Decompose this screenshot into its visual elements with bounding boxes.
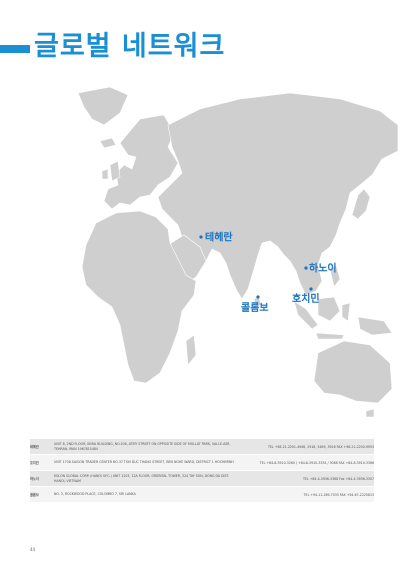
world-map: 테헤란 하노이 콜롬보 호치민 [77,86,399,418]
office-name: 테헤란 [30,439,54,455]
marker-colombo [256,295,260,299]
landmass-sulawesi [341,302,351,322]
office-address: UNIT 8, 2ND FLOOR, KIMIA BUILDING, NO.10… [54,439,234,455]
page-title: 글로벌 네트워크 [34,31,226,62]
landmass-greenland [77,86,129,126]
office-row: 호치민 UNIT 1708 SAIGON TRADER CENTER NO.37… [30,454,374,471]
city-label-hanoi: 하노이 [309,262,337,275]
city-label-hochiminh: 호치민 [292,292,320,305]
landmass-ireland [101,168,109,180]
landmass-madagascar [185,334,197,366]
landmass-new-guinea [357,316,393,336]
office-contact: TEL +84-4-3936-3368 Fax +84-4-3936-3307 [234,470,374,487]
landmass-asia [157,92,399,300]
page-number: 44 [30,547,36,552]
office-contact: TEL +98-21-2201-4946, 2918, 3489, 3926 F… [234,439,374,455]
office-address: NO. 3, ROCKWOOD PLACE, COLOMBO 7, SRI LA… [54,486,234,503]
marker-hanoi [304,266,308,270]
landmass-britain [109,160,121,182]
landmass-borneo [317,296,341,322]
landmass-africa [81,210,197,384]
landmass-philippines [329,264,341,288]
office-contact: TEL +84-8-3910-3260 / +84-8-3910-3334 / … [234,454,374,471]
city-label-tehran: 테헤란 [205,231,233,244]
office-directory-table: 테헤란 UNIT 8, 2ND FLOOR, KIMIA BUILDING, N… [30,439,374,503]
landmass-tasmania [365,408,375,418]
city-markers: 테헤란 하노이 콜롬보 호치민 [199,231,337,314]
landmass-japan [351,188,371,220]
title-accent-bar [0,45,30,53]
city-label-colombo: 콜롬보 [241,302,269,314]
marker-tehran [199,235,203,239]
landmass-java [315,332,345,340]
landmass-australia [313,340,393,404]
landmass-iceland [99,137,117,149]
office-address: KOLON GLOBAL CORP. (HANOI OFC.) UNIT 120… [54,470,234,487]
office-row: 콜롬보 NO. 3, ROCKWOOD PLACE, COLOMBO 7, SR… [30,486,374,503]
office-row: 하노이 KOLON GLOBAL CORP. (HANOI OFC.) UNIT… [30,470,374,487]
office-address: UNIT 1708 SAIGON TRADER CENTER NO.37 TON… [54,454,234,471]
office-name: 호치민 [30,454,54,471]
office-row: 테헤란 UNIT 8, 2ND FLOOR, KIMIA BUILDING, N… [30,439,374,455]
office-name: 콜롬보 [30,486,54,503]
landmass-sumatra [293,300,319,330]
office-name: 하노이 [30,470,54,487]
marker-hochiminh [309,287,313,291]
office-contact: TEL +94-11-269-7033 FAX +94-67-2225813 [234,486,374,503]
